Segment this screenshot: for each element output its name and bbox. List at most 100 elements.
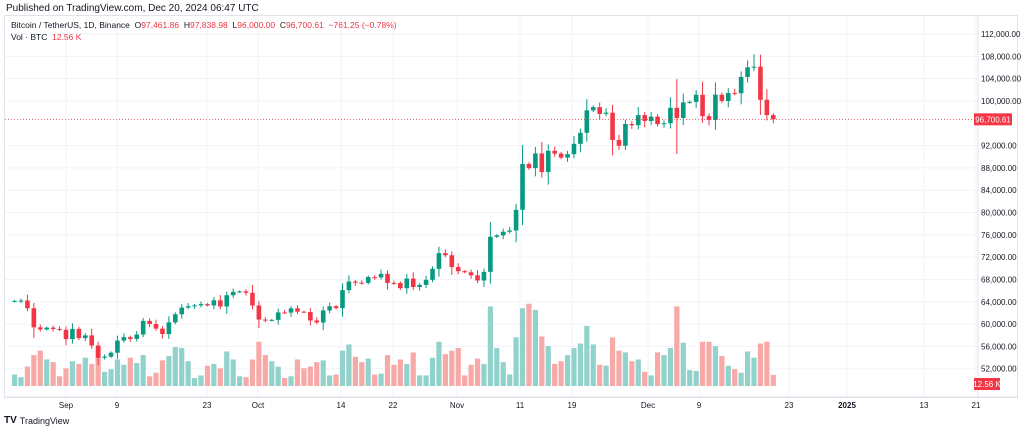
volume-bar [661, 355, 667, 386]
last-price-badge [974, 113, 1012, 126]
candle [488, 222, 493, 284]
volume-bar [89, 363, 95, 386]
volume-line: Vol · BTC 12.56 K [11, 31, 397, 43]
open-label: O [134, 20, 142, 30]
volume-bar [648, 375, 654, 386]
candle-body [603, 112, 609, 114]
volume-bar [487, 306, 493, 386]
candle [680, 93, 686, 126]
candle [520, 144, 525, 226]
volume-bar [738, 372, 744, 386]
volume-value: 12.56 K [52, 32, 82, 42]
candle-body [680, 102, 686, 118]
candle [385, 270, 390, 290]
candle [224, 291, 230, 314]
candle-body [70, 328, 75, 340]
candle [443, 249, 448, 258]
candle [475, 270, 480, 283]
candle [533, 146, 538, 177]
volume-bar [584, 325, 590, 386]
candle-body [256, 305, 262, 320]
candle-body [12, 300, 17, 302]
candle-body [63, 329, 69, 340]
candle [359, 280, 365, 285]
candle-body [76, 328, 82, 339]
symbol-title[interactable]: Bitcoin / TetherUS, 1D, Binance [11, 20, 130, 30]
tradingview-logo[interactable]: TV TradingView [4, 415, 69, 426]
candle [635, 106, 641, 130]
volume-bar [391, 364, 397, 386]
candle [218, 295, 223, 310]
candle-body [520, 163, 525, 210]
candle-body [436, 253, 442, 269]
volume-bar [577, 343, 583, 386]
volume-bar [429, 357, 436, 386]
candle [256, 301, 262, 329]
candle-body [398, 283, 403, 289]
candle [623, 119, 628, 151]
candle-body [192, 305, 197, 307]
volume-bar [423, 375, 429, 386]
last-volume-badge [974, 378, 1000, 390]
candle [333, 305, 339, 310]
candle-body [545, 150, 551, 173]
volume-bar [153, 372, 159, 386]
candle [603, 108, 609, 117]
candle [198, 301, 204, 308]
candle [655, 114, 660, 127]
volume-bar [114, 359, 121, 386]
volume-bar [526, 303, 532, 386]
candle [185, 303, 191, 310]
candle [192, 303, 197, 310]
candle-body [764, 99, 770, 116]
volume-bar [365, 358, 371, 386]
volume-bar [462, 375, 468, 386]
candle-body [771, 115, 776, 120]
candle-body [211, 300, 217, 306]
x-tick-label: 14 [337, 401, 346, 410]
candle [346, 275, 352, 294]
candle [230, 288, 236, 298]
candle [31, 302, 37, 338]
volume-bar [770, 374, 776, 386]
candle [340, 283, 345, 317]
volume-bar [725, 365, 731, 386]
candle-body [128, 337, 133, 339]
candle [539, 142, 545, 178]
volume-bar [127, 357, 133, 386]
candle [507, 226, 512, 234]
candle-body [655, 116, 660, 125]
candle [713, 82, 718, 130]
candle-body [134, 334, 140, 339]
volume-bar [442, 354, 448, 386]
candle-body [275, 312, 281, 320]
y-tick-label: 108,000.00 [981, 52, 1022, 61]
volume-bar [37, 350, 43, 386]
candle [301, 310, 307, 313]
candle-body [642, 115, 647, 121]
candle [764, 89, 770, 121]
candle [468, 269, 474, 279]
candle [687, 100, 693, 104]
candle [269, 318, 275, 322]
volume-label[interactable]: Vol · BTC [11, 32, 48, 42]
y-tick-label: 72,000.00 [981, 253, 1017, 262]
candle-body [693, 94, 699, 102]
volume-bar [95, 347, 101, 386]
volume-bar [519, 308, 526, 386]
volume-bar [558, 361, 564, 386]
candle [462, 270, 467, 274]
candle [128, 335, 133, 342]
volume-bar [642, 371, 648, 386]
candle [738, 71, 744, 105]
candle-body [610, 112, 615, 140]
y-tick-label: 88,000.00 [981, 164, 1017, 173]
candle-body [732, 93, 738, 95]
candle-body [82, 335, 88, 339]
ohlc-line: Bitcoin / TetherUS, 1D, Binance O97,461.… [11, 19, 397, 31]
volume-bar [134, 363, 140, 386]
volume-bar [751, 357, 757, 386]
candle-body [552, 150, 557, 154]
volume-bar [539, 336, 545, 386]
